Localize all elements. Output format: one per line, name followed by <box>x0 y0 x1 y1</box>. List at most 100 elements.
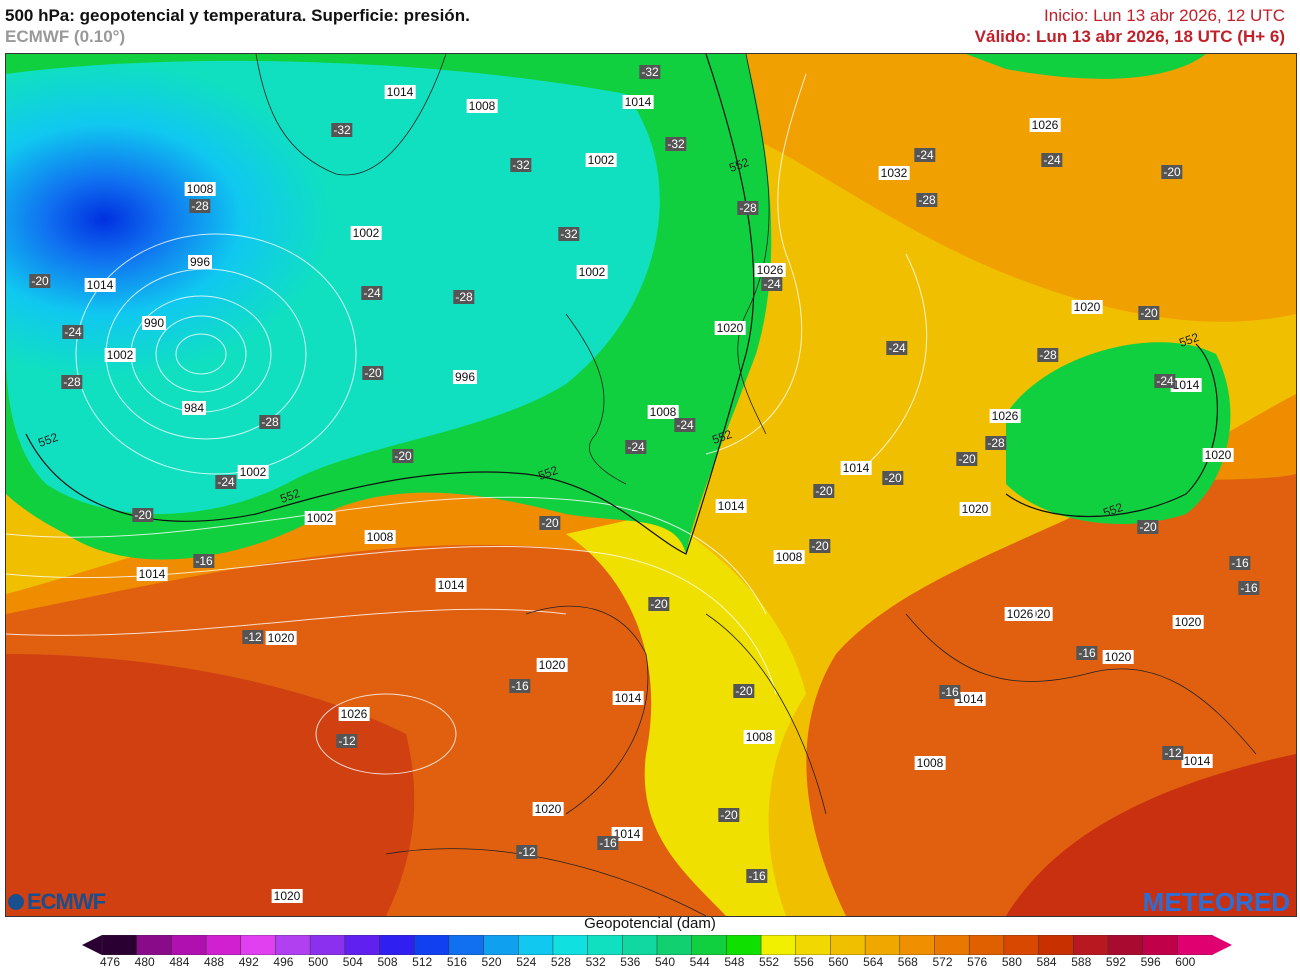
colorbar-segment <box>587 935 624 955</box>
colorbar-tick-label: 480 <box>134 955 155 969</box>
colorbar-tick-label: 516 <box>446 955 467 969</box>
colorbar-tick-label: 540 <box>654 955 676 969</box>
isobar-label: 1002 <box>104 348 136 362</box>
isobar-label: 1026 <box>1029 118 1061 132</box>
temperature-label: -20 <box>882 471 904 485</box>
colorbar-tick-label: 512 <box>412 955 433 969</box>
zone-584 <box>6 654 415 916</box>
temperature-label: -20 <box>539 516 561 530</box>
colorbar-tick-label: 592 <box>1105 955 1126 969</box>
colorbar-tick-label: 552 <box>759 955 780 969</box>
temperature-label: -20 <box>29 274 51 288</box>
colorbar-tick-label: 508 <box>377 955 398 969</box>
temperature-label: -20 <box>813 484 835 498</box>
isobar-label: 1008 <box>647 405 679 419</box>
temperature-label: -24 <box>361 286 383 300</box>
isobar-label: 1020 <box>1071 300 1103 314</box>
zone-556 <box>566 514 806 916</box>
isobar-label: 1014 <box>1181 754 1213 768</box>
colorbar-segment <box>1003 935 1040 955</box>
colorbar-segment <box>240 935 277 955</box>
colorbar-segment <box>795 935 832 955</box>
colorbar-segment <box>205 935 242 955</box>
zone-548-north <box>966 54 1206 79</box>
temperature-label: -12 <box>1162 746 1184 760</box>
isobar-label: 1020 <box>536 658 568 672</box>
temperature-label: -32 <box>558 227 580 241</box>
temperature-label: -24 <box>62 325 84 339</box>
colorbar-segment <box>1107 935 1144 955</box>
temperature-label: -16 <box>1238 581 1260 595</box>
isobar-label: 1014 <box>1170 378 1202 392</box>
temperature-label: -20 <box>1161 165 1183 179</box>
isobar-label: 1014 <box>612 691 644 705</box>
isobar-label: 1020 <box>532 802 564 816</box>
colorbar-tick-label: 588 <box>1071 955 1092 969</box>
colorbar-tick-label: 584 <box>1036 955 1057 969</box>
colorbar-segment <box>726 935 762 955</box>
isobar-label: 1008 <box>184 182 216 196</box>
ecmwf-logo-icon <box>8 894 24 910</box>
isobar-label: 1002 <box>576 265 608 279</box>
colorbar-segment <box>760 935 797 955</box>
colorbar-tick-label: 488 <box>204 955 225 969</box>
isobar-label: 1020 <box>714 321 746 335</box>
isobar-label: 1014 <box>715 499 747 513</box>
temperature-label: -20 <box>956 452 978 466</box>
colorbar <box>82 935 1232 955</box>
temperature-label: -20 <box>648 597 670 611</box>
temperature-label: -16 <box>1076 646 1098 660</box>
isobar-label: 984 <box>181 401 207 415</box>
temperature-label: -24 <box>1154 374 1176 388</box>
colorbar-segment <box>656 935 693 955</box>
isobar-label: 1020 <box>1202 448 1234 462</box>
colorbar-tick-label: 524 <box>516 955 537 969</box>
temperature-label: -32 <box>639 65 661 79</box>
temperature-label: -16 <box>1229 556 1251 570</box>
colorbar-tick-label: 576 <box>967 955 988 969</box>
colorbar-segment <box>379 935 415 955</box>
temperature-label: -20 <box>132 508 154 522</box>
temperature-label: -28 <box>737 201 759 215</box>
colorbar-tick-label: 560 <box>828 955 849 969</box>
isobar-label: 1008 <box>466 99 498 113</box>
colorbar-segment <box>136 935 173 955</box>
isobar-label: 996 <box>187 255 213 269</box>
colorbar-labels: 476 480 484 488 492 496 500 504 508 512 516 520 524 5… <box>0 955 1300 971</box>
colorbar-title: Geopotencial (dam) <box>584 915 716 932</box>
colorbar-tick-label: 504 <box>342 955 363 969</box>
colorbar-segment <box>552 935 589 955</box>
colorbar-tick-label: 600 <box>1175 955 1196 969</box>
temperature-label: -28 <box>189 199 211 213</box>
isobar-label: 1026 <box>989 409 1021 423</box>
temperature-label: -32 <box>510 158 532 172</box>
isobar-label: 1002 <box>350 226 382 240</box>
colorbar-tick-label: 556 <box>793 955 814 969</box>
temperature-label: -28 <box>259 415 281 429</box>
colorbar-segment <box>344 935 381 955</box>
temperature-label: -24 <box>761 277 783 291</box>
colorbar-tick-label: 544 <box>689 955 710 969</box>
colorbar-tick-label: 536 <box>620 955 641 969</box>
colorbar-tick-label: 548 <box>724 955 745 969</box>
temperature-label: -16 <box>746 869 768 883</box>
temperature-label: -28 <box>985 436 1007 450</box>
temperature-label: -28 <box>1037 348 1059 362</box>
colorbar-tick-label: 520 <box>481 955 502 969</box>
contour-552-east <box>1005 343 1218 517</box>
temperature-label: -24 <box>886 341 908 355</box>
temperature-label: -20 <box>733 684 755 698</box>
colorbar-tick-label: 532 <box>585 955 606 969</box>
isobar-label: 1008 <box>364 530 396 544</box>
temperature-label: -16 <box>939 685 961 699</box>
temperature-label: -24 <box>625 440 647 454</box>
colorbar-segment <box>1038 935 1074 955</box>
temperature-label: -16 <box>193 554 215 568</box>
temperature-label: -20 <box>1138 306 1160 320</box>
isobar-label: 1002 <box>304 511 336 525</box>
colorbar-tick-label: 476 <box>99 955 121 969</box>
ecmwf-logo: ECMWF <box>8 889 106 915</box>
isobar-label: 1020 <box>1102 650 1134 664</box>
colorbar-segment <box>691 935 728 955</box>
colorbar-tick-label: 500 <box>308 955 329 969</box>
